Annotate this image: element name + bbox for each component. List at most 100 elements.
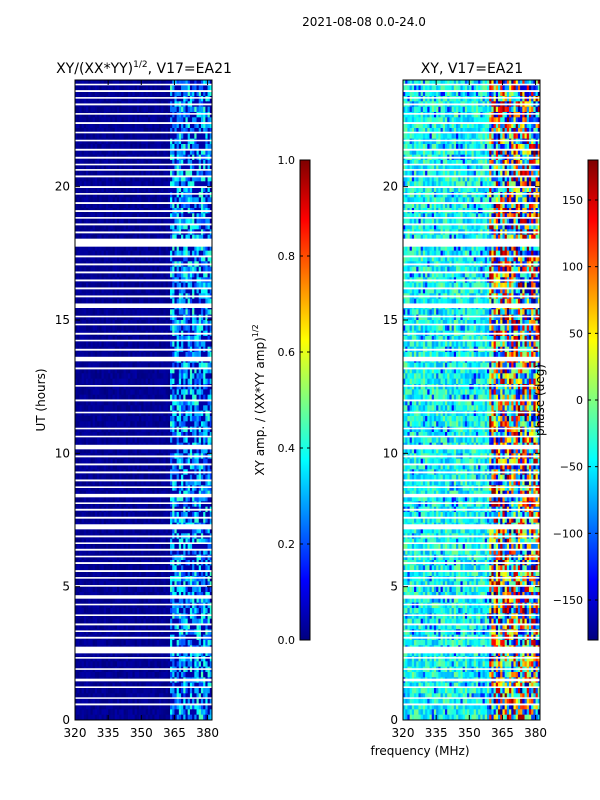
heatmap-cell: [147, 282, 151, 289]
heatmap-cell: [94, 288, 98, 294]
heatmap-cell: [75, 400, 78, 406]
heatmap-cell: [189, 416, 193, 422]
heatmap-cell: [88, 256, 91, 262]
heatmap-cell: [116, 341, 120, 348]
heatmap-cell: [143, 256, 147, 262]
heatmap-cell: [128, 384, 131, 390]
heatmap-cell: [170, 448, 173, 454]
heatmap-cell: [196, 336, 200, 342]
heatmap-cell: [108, 320, 111, 326]
heatmap-cell: [209, 80, 212, 86]
heatmap-cell: [183, 416, 186, 422]
heatmap-cell: [121, 117, 125, 124]
heatmap-cell: [123, 341, 127, 348]
heatmap-cell: [174, 80, 178, 86]
heatmap-cell: [205, 112, 208, 118]
heatmap-cell: [200, 384, 204, 390]
heatmap-cell: [134, 394, 138, 401]
heatmap-cell: [130, 106, 133, 113]
heatmap-cell: [196, 122, 200, 129]
heatmap-cell: [79, 373, 83, 380]
heatmap-cell: [192, 170, 195, 177]
heatmap-cell: [92, 314, 96, 321]
heatmap-cell: [167, 272, 171, 278]
heatmap-cell: [116, 389, 120, 396]
heatmap-cell: [123, 288, 127, 294]
heatmap-cell: [205, 314, 208, 321]
heatmap-cell: [139, 85, 142, 92]
heatmap-cell: [141, 448, 144, 454]
heatmap-cell: [207, 384, 211, 390]
heatmap-cell: [152, 245, 155, 252]
heatmap-cell: [187, 416, 191, 422]
heatmap-cell: [83, 410, 87, 417]
heatmap-cell: [86, 448, 89, 454]
heatmap-cell: [161, 384, 164, 390]
heatmap-cell: [161, 421, 164, 428]
heatmap-cell: [152, 362, 155, 369]
heatmap-cell: [207, 480, 211, 486]
heatmap-cell: [205, 197, 208, 204]
heatmap-cell: [108, 389, 111, 396]
heatmap-cell: [77, 90, 80, 97]
heatmap-cell: [187, 181, 191, 188]
heatmap-cell: [75, 128, 78, 134]
heatmap-cell: [189, 410, 193, 417]
heatmap-cell: [79, 448, 83, 454]
heatmap-cell: [207, 394, 211, 401]
heatmap-cell: [112, 421, 116, 428]
heatmap-cell: [132, 85, 136, 92]
heatmap-cell: [103, 437, 107, 444]
heatmap-cell: [152, 170, 155, 177]
heatmap-cell: [192, 485, 195, 492]
heatmap-cell: [194, 485, 197, 492]
heatmap-cell: [154, 106, 158, 113]
heatmap-cell: [139, 325, 142, 332]
heatmap-cell: [116, 410, 120, 417]
heatmap-cell: [207, 245, 211, 252]
heatmap-cell: [101, 224, 105, 230]
heatmap-cell: [132, 341, 136, 348]
heatmap-cell: [145, 378, 149, 385]
heatmap-cell: [105, 325, 109, 332]
heatmap-cell: [203, 133, 206, 140]
heatmap-cell: [152, 256, 155, 262]
heatmap-cell: [156, 474, 160, 481]
heatmap-cell: [110, 384, 113, 390]
heatmap-cell: [92, 165, 96, 172]
heatmap-cell: [163, 490, 166, 497]
heatmap-cell: [158, 256, 162, 262]
heatmap-cell: [163, 144, 166, 150]
heatmap-cell: [99, 160, 102, 166]
heatmap-cell: [103, 149, 107, 156]
heatmap-cell: [183, 474, 186, 481]
heatmap-cell: [170, 197, 173, 204]
heatmap-cell: [181, 320, 184, 326]
heatmap-cell: [92, 85, 96, 92]
heatmap-cell: [192, 432, 195, 438]
heatmap-cell: [99, 490, 102, 497]
heatmap-cell: [81, 314, 85, 321]
heatmap-cell: [192, 234, 195, 241]
heatmap-cell: [94, 213, 98, 220]
heatmap-cell: [187, 96, 191, 102]
heatmap-cell: [77, 426, 80, 433]
heatmap-cell: [196, 496, 200, 502]
heatmap-cell: [134, 437, 138, 444]
heatmap-cell: [176, 325, 180, 332]
heatmap-cell: [196, 362, 200, 369]
heatmap-cell: [181, 448, 184, 454]
heatmap-cell: [116, 266, 120, 273]
heatmap-cell: [105, 400, 109, 406]
heatmap-cell: [200, 144, 204, 150]
heatmap-cell: [203, 122, 206, 129]
heatmap-cell: [154, 186, 158, 193]
heatmap-cell: [130, 432, 133, 438]
heatmap-cell: [94, 106, 98, 113]
heatmap-cell: [105, 80, 109, 86]
heatmap-cell: [114, 288, 118, 294]
heatmap-cell: [81, 389, 85, 396]
heatmap-cell: [200, 432, 204, 438]
heatmap-cell: [128, 341, 131, 348]
heatmap-cell: [154, 160, 158, 166]
